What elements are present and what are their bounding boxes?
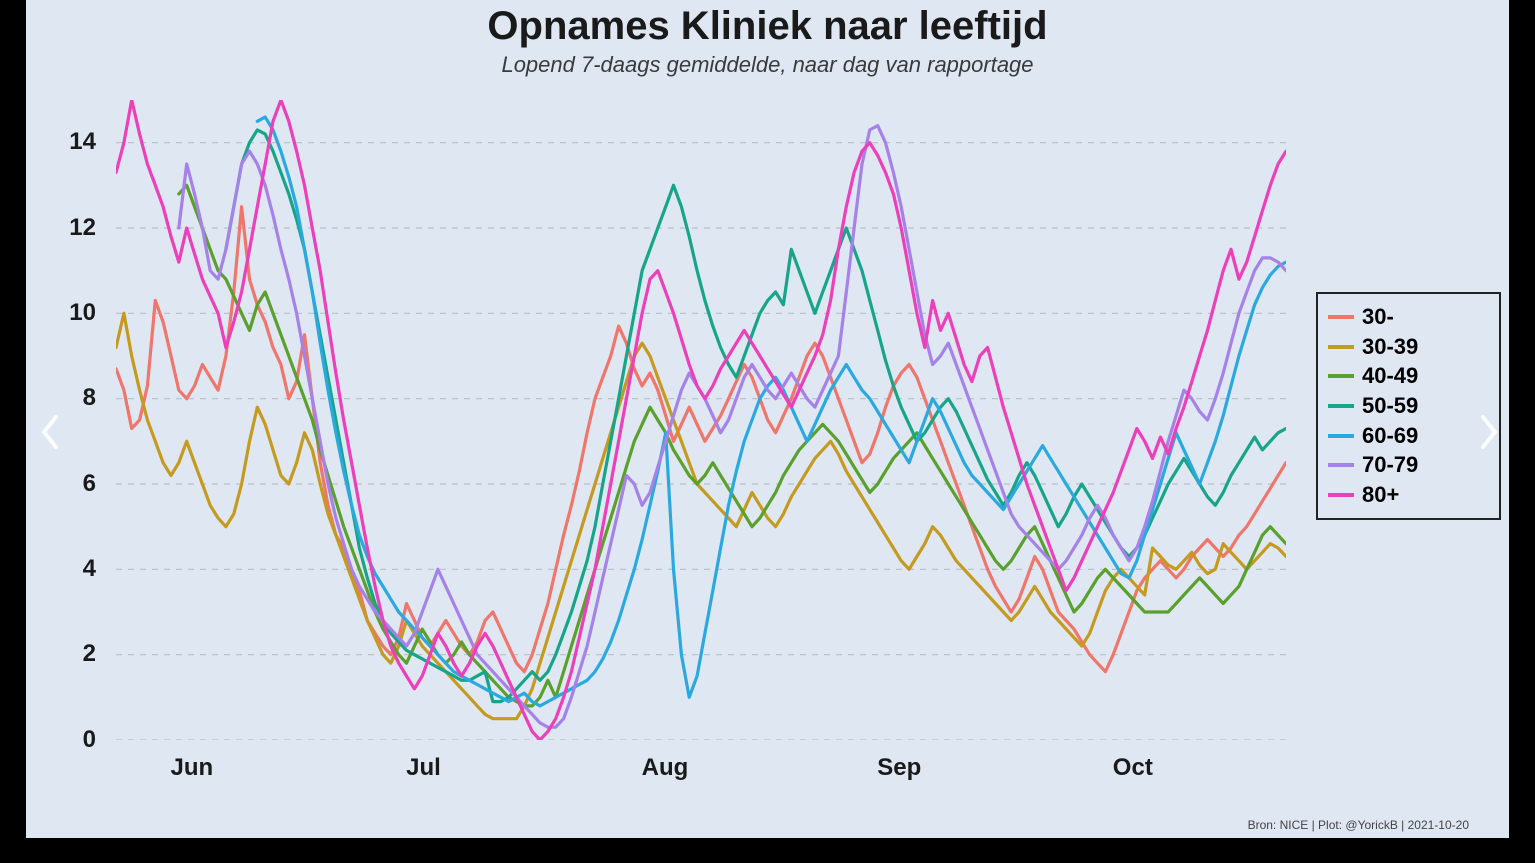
legend-item: 80+ [1328, 480, 1487, 510]
y-tick-label: 12 [26, 214, 96, 242]
legend-swatch [1328, 345, 1354, 349]
legend-item: 50-59 [1328, 391, 1487, 421]
chevron-right-icon [1477, 414, 1501, 450]
chart-credit: Bron: NICE | Plot: @YorickB | 2021-10-20 [1248, 818, 1469, 832]
image-viewer: Opnames Kliniek naar leeftijd Lopend 7-d… [0, 0, 1535, 863]
x-tick-label: Jun [171, 754, 214, 782]
legend-item: 70-79 [1328, 450, 1487, 480]
x-tick-label: Sep [877, 754, 921, 782]
x-tick-label: Jul [406, 754, 441, 782]
legend-item: 40-49 [1328, 361, 1487, 391]
legend-swatch [1328, 463, 1354, 467]
y-tick-label: 10 [26, 299, 96, 327]
y-tick-label: 0 [26, 726, 96, 754]
y-tick-label: 14 [26, 128, 96, 156]
legend-label: 50-59 [1362, 391, 1418, 421]
legend-swatch [1328, 404, 1354, 408]
legend-label: 80+ [1362, 480, 1399, 510]
chart-title: Opnames Kliniek naar leeftijd [26, 4, 1509, 49]
legend-swatch [1328, 315, 1354, 319]
chevron-left-icon [38, 414, 62, 450]
legend-label: 60-69 [1362, 421, 1418, 451]
x-tick-label: Aug [642, 754, 689, 782]
y-tick-label: 2 [26, 640, 96, 668]
legend-item: 30-39 [1328, 332, 1487, 362]
x-tick-label: Oct [1113, 754, 1153, 782]
chart-subtitle: Lopend 7-daags gemiddelde, naar dag van … [26, 52, 1509, 78]
y-tick-label: 4 [26, 555, 96, 583]
legend-label: 30-39 [1362, 332, 1418, 362]
legend-label: 40-49 [1362, 361, 1418, 391]
chart-canvas: Opnames Kliniek naar leeftijd Lopend 7-d… [26, 0, 1509, 838]
legend-swatch [1328, 493, 1354, 497]
legend-item: 60-69 [1328, 421, 1487, 451]
y-tick-label: 6 [26, 470, 96, 498]
legend-label: 70-79 [1362, 450, 1418, 480]
legend-swatch [1328, 434, 1354, 438]
plot-area [116, 100, 1286, 740]
prev-image-button[interactable] [34, 408, 66, 456]
legend-item: 30- [1328, 302, 1487, 332]
legend: 30-30-3940-4950-5960-6970-7980+ [1316, 292, 1501, 520]
legend-swatch [1328, 374, 1354, 378]
legend-label: 30- [1362, 302, 1394, 332]
next-image-button[interactable] [1473, 408, 1505, 456]
